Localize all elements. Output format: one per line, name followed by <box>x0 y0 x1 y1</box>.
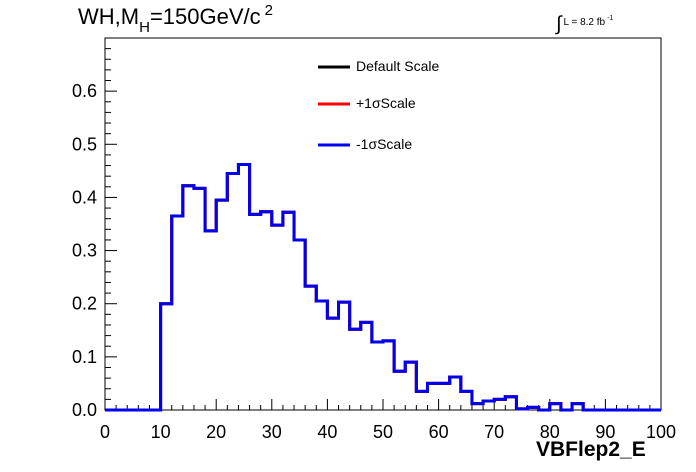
title-value: =150GeV/c <box>149 4 261 29</box>
axis-ticks: 0 10 20 30 40 50 60 70 80 90 100 0.0 0.1 0.2 0.3 0.4 0.5… <box>72 37 676 442</box>
x-tick-label: 20 <box>206 422 226 442</box>
legend-lines <box>318 65 350 147</box>
legend-label-default-scale: Default Scale <box>356 58 440 74</box>
plot-frame <box>104 37 662 411</box>
title-superscript: 2 <box>264 2 273 19</box>
x-tick-label: 80 <box>540 422 560 442</box>
series-line-2 <box>105 162 661 412</box>
series-group <box>105 162 661 412</box>
y-tick-label: 0.4 <box>72 187 97 207</box>
x-tick-label: 60 <box>429 422 449 442</box>
y-tick-label: 0.1 <box>72 347 97 367</box>
x-tick-label: 10 <box>151 422 171 442</box>
x-tick-label: 70 <box>484 422 504 442</box>
legend-label-minus-sigma-scale: -1σScale <box>356 136 413 152</box>
luminosity-superscript: -1 <box>607 15 614 22</box>
y-tick-label: 0.0 <box>72 400 97 420</box>
series-line-0 <box>105 162 661 412</box>
legend-label-plus-sigma-scale: +1σScale <box>356 95 416 111</box>
x-tick-label: 50 <box>373 422 393 442</box>
x-tick-label: 40 <box>317 422 337 442</box>
title-subscript: H <box>139 19 150 36</box>
y-tick-label: 0.2 <box>72 294 97 314</box>
y-tick-label: 0.3 <box>72 241 97 261</box>
series-line-1 <box>105 162 661 412</box>
x-tick-label: 90 <box>595 422 615 442</box>
y-tick-label: 0.6 <box>72 81 97 101</box>
chart-title: WH,MH=150GeV/c 2 <box>78 2 273 36</box>
luminosity-label: ∫ L = 8.2 fb -1 <box>556 8 614 35</box>
x-tick-label: 30 <box>262 422 282 442</box>
x-tick-label: 100 <box>646 422 676 442</box>
title-prefix: WH,M <box>78 4 140 29</box>
integral-symbol: ∫ <box>556 13 562 35</box>
x-axis-title: VBFlep2_E <box>536 438 646 461</box>
x-tick-label: 0 <box>100 422 110 442</box>
y-tick-label: 0.5 <box>72 134 97 154</box>
luminosity-text: L = 8.2 fb <box>563 17 606 28</box>
